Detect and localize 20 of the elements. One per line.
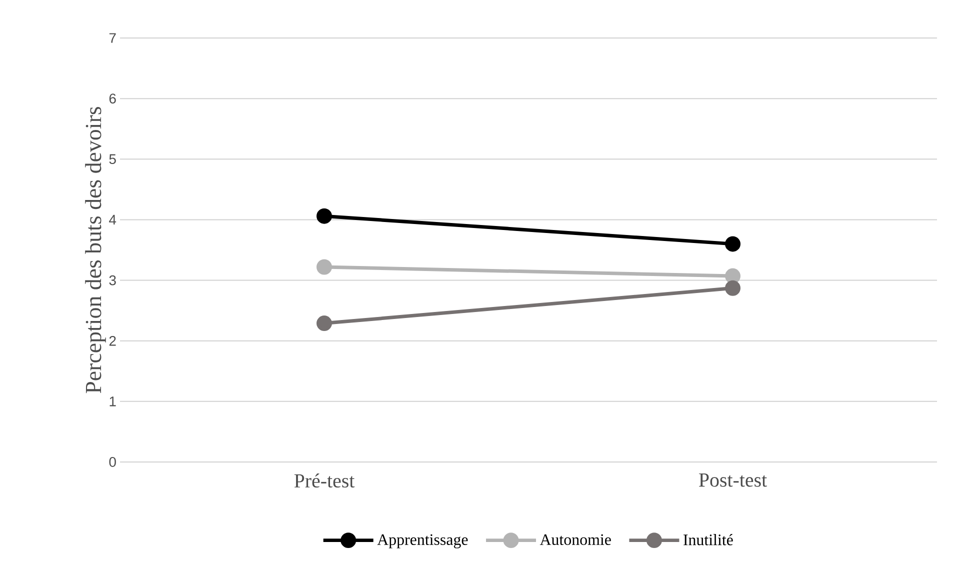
point — [725, 236, 741, 252]
y-tick-label: 5 — [109, 154, 116, 164]
y-tick-label: 2 — [109, 336, 116, 346]
y-tick-label: 7 — [109, 33, 116, 43]
x-tick-label: Pré-test — [294, 474, 355, 488]
y-tick-label: 3 — [109, 275, 116, 286]
y-tick-label: 6 — [109, 94, 116, 104]
legend-label: Apprentissage — [377, 534, 468, 548]
y-tick-label: 1 — [110, 396, 116, 406]
y-tick-label: 0 — [109, 457, 116, 467]
y-tick-label: 4 — [109, 214, 116, 225]
x-tick-label: Post-test — [699, 474, 767, 487]
point — [316, 259, 332, 275]
point — [316, 208, 332, 224]
legend-label: Autonomie — [540, 534, 611, 545]
point — [725, 280, 741, 296]
legend-label: Inutilité — [684, 534, 733, 546]
y-axis-title: Perception des buts des devoirs — [85, 107, 106, 394]
point — [725, 268, 741, 284]
point — [316, 316, 332, 332]
